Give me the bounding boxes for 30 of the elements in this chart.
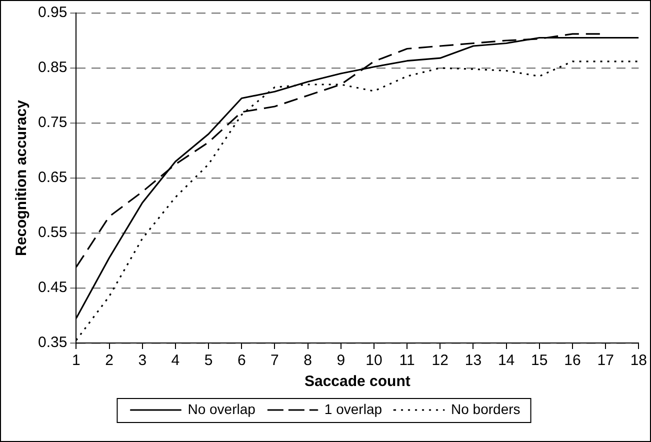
x-tick-label: 17 [597, 352, 614, 370]
x-axis-title: Saccade count [304, 373, 410, 390]
y-axis-title: Recognition accuracy [13, 99, 30, 256]
x-tick-label: 11 [399, 352, 415, 370]
y-tick-label: 0.75 [38, 114, 68, 132]
x-tick-label: 8 [304, 352, 312, 370]
x-tick-label: 4 [171, 352, 180, 370]
x-tick-label: 18 [630, 352, 647, 370]
x-tick-label: 13 [464, 352, 482, 370]
x-tick-label: 2 [105, 352, 114, 370]
y-tick-label: 0.45 [38, 279, 68, 296]
x-tick-label: 14 [498, 352, 515, 370]
x-tick-label: 10 [366, 352, 382, 370]
x-tick-label: 1 [72, 352, 80, 370]
legend-label: No borders [451, 400, 520, 417]
y-tick-label: 0.35 [38, 334, 68, 352]
x-tick-label: 7 [270, 352, 279, 370]
x-tick-label: 15 [531, 352, 548, 370]
legend-label: No overlap [188, 400, 256, 417]
x-tick-label: 12 [432, 352, 448, 370]
y-tick-label: 0.55 [38, 224, 68, 242]
x-tick-label: 3 [138, 352, 147, 370]
y-tick-label: 0.95 [38, 4, 68, 22]
x-tick-label: 9 [336, 352, 346, 370]
legend-label: 1 overlap [324, 400, 382, 417]
y-tick-label: 0.85 [38, 59, 68, 76]
y-tick-label: 0.65 [38, 169, 68, 186]
x-tick-label: 5 [204, 352, 213, 370]
x-tick-label: 16 [564, 352, 581, 370]
x-tick-label: 6 [237, 352, 246, 370]
